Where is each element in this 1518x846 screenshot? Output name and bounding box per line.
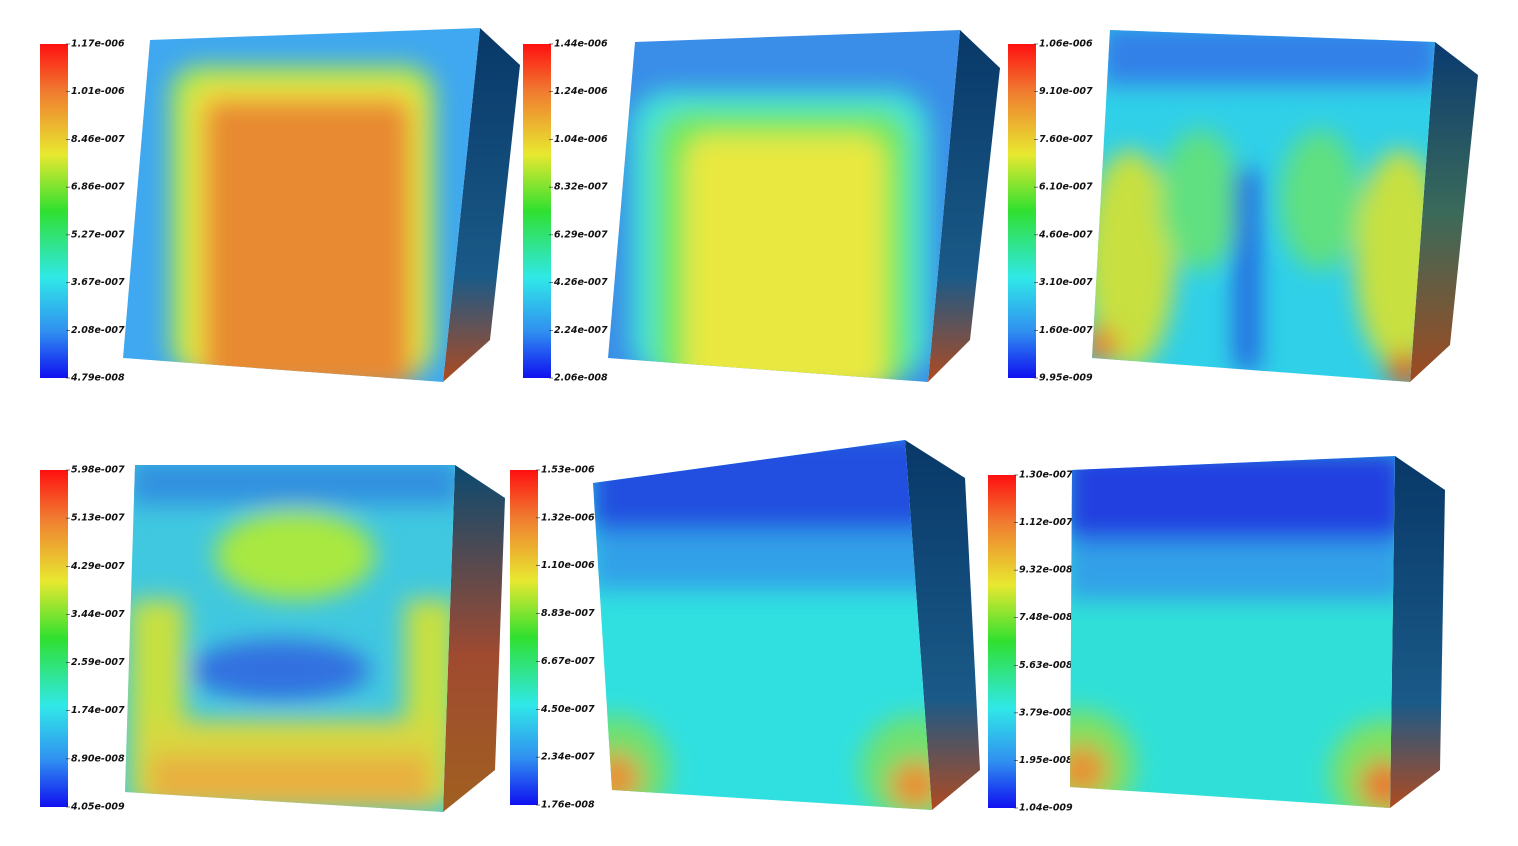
colorbar-label: 1.01e-006 — [71, 86, 125, 97]
colorbar-label: 3.67e-007 — [71, 277, 125, 288]
colorbar-label: 1.60e-007 — [1039, 325, 1093, 336]
panel: 5.98e-007 5.13e-007 4.29e-007 3.44e-007 2.59… — [40, 465, 505, 813]
colorbar-label: 9.32e-008 — [1019, 565, 1073, 576]
colorbar — [1008, 44, 1036, 378]
colorbar-label: 1.12e-007 — [1019, 517, 1073, 528]
colorbar-label: 4.50e-007 — [540, 704, 595, 715]
cube-side — [443, 28, 520, 382]
field-map — [130, 465, 455, 810]
cube-side — [1410, 42, 1478, 382]
colorbar-label: 7.60e-007 — [1039, 134, 1093, 145]
field-map — [170, 65, 435, 382]
field-map — [630, 90, 930, 382]
colorbar-label: 6.10e-007 — [1039, 182, 1093, 193]
colorbar-label: 4.29e-007 — [70, 561, 125, 572]
colorbar-label: 1.04e-009 — [1019, 803, 1073, 814]
cube-front — [1092, 30, 1435, 382]
colorbar-label: 1.44e-006 — [554, 39, 608, 50]
colorbar-label: 3.79e-008 — [1019, 707, 1073, 718]
colorbar-label: 5.98e-007 — [71, 465, 125, 476]
colorbar-label: 2.24e-007 — [554, 325, 608, 336]
panel: 1.30e-007 1.12e-007 9.32e-008 7.48e-008 5.63… — [988, 456, 1445, 814]
colorbar-label: 2.08e-007 — [71, 325, 125, 336]
colorbar — [523, 44, 551, 378]
colorbar-label: 1.95e-008 — [1019, 755, 1073, 766]
colorbar-label: 2.06e-008 — [554, 373, 608, 384]
colorbar-label: 4.79e-008 — [70, 373, 125, 384]
colorbar-label: 4.26e-007 — [553, 277, 608, 288]
panel: 1.06e-006 9.10e-007 7.60e-007 6.10e-007 4.60… — [1008, 30, 1478, 384]
panel: 1.44e-006 1.24e-006 1.04e-006 8.32e-007 6.29… — [523, 30, 1000, 384]
colorbar-label: 1.17e-006 — [71, 39, 125, 50]
colorbar-label: 4.60e-007 — [1038, 229, 1093, 240]
colorbar — [988, 475, 1016, 808]
colorbar-label: 9.95e-009 — [1039, 373, 1093, 384]
colorbar-label: 1.24e-006 — [554, 86, 608, 97]
colorbar — [40, 470, 68, 807]
colorbar-label: 6.86e-007 — [71, 182, 125, 193]
colorbar-label: 8.90e-008 — [71, 753, 125, 764]
colorbar-label: 7.48e-008 — [1019, 612, 1073, 623]
colorbar-label: 6.29e-007 — [554, 229, 608, 240]
colorbar-label: 1.06e-006 — [1039, 39, 1093, 50]
colorbar-label: 4.05e-009 — [70, 802, 125, 813]
colorbar-label: 5.63e-008 — [1019, 660, 1073, 671]
colorbar-label: 1.10e-006 — [541, 560, 595, 571]
colorbar-label: 1.32e-006 — [541, 512, 595, 523]
colorbar-label: 5.27e-007 — [71, 229, 125, 240]
colorbar-label: 1.53e-006 — [541, 465, 595, 476]
colorbar-label: 5.13e-007 — [71, 513, 125, 524]
colorbar-label: 2.34e-007 — [541, 752, 595, 763]
colorbar-label: 1.30e-007 — [1019, 470, 1073, 481]
colorbar — [40, 44, 68, 378]
colorbar-label: 9.10e-007 — [1039, 86, 1093, 97]
colorbar-label: 6.67e-007 — [541, 656, 595, 667]
colorbar-label: 8.46e-007 — [71, 134, 125, 145]
colorbar-label: 1.04e-006 — [554, 134, 608, 145]
colorbar-label: 3.10e-007 — [1039, 277, 1093, 288]
colorbar-label: 8.83e-007 — [541, 608, 595, 619]
cube-side — [905, 440, 980, 810]
colorbar-label: 1.76e-008 — [541, 800, 595, 811]
panel: 1.17e-006 1.01e-006 8.46e-007 6.86e-007 5.27… — [40, 28, 520, 384]
cube-side — [928, 30, 1000, 382]
colorbar-label: 2.59e-007 — [71, 657, 125, 668]
colorbar-label: 8.32e-007 — [554, 182, 608, 193]
colorbar-label: 1.74e-007 — [71, 705, 125, 716]
panel: 1.53e-006 1.32e-006 1.10e-006 8.83e-007 6.67… — [510, 440, 980, 811]
cube-side — [1390, 456, 1445, 808]
colorbar-label: 3.44e-007 — [71, 609, 125, 620]
cube-side — [443, 465, 505, 812]
colorbar — [510, 470, 538, 805]
